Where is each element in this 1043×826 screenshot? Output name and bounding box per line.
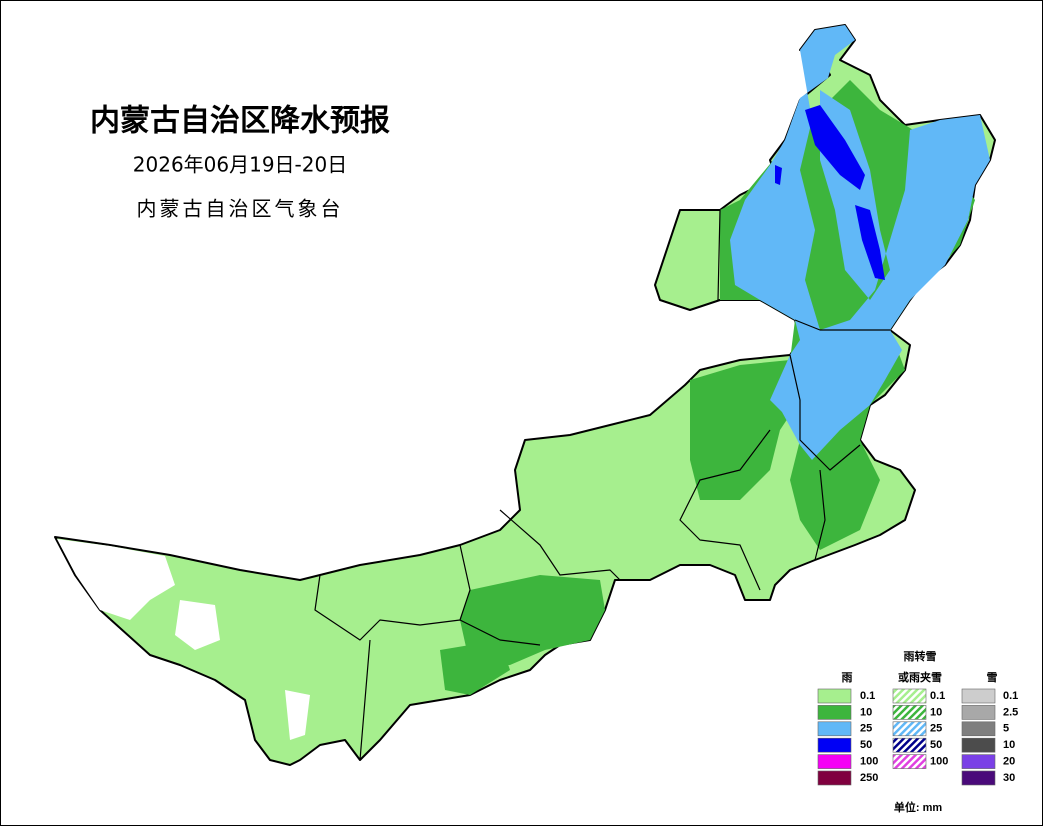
legend-title: 或雨夹雪	[898, 670, 942, 684]
legend-swatch	[817, 754, 852, 769]
legend-title: 雪	[987, 671, 998, 684]
legend-label: 10	[930, 706, 942, 718]
legend: 雨 雨转雪 或雨夹雪 雪 单位: mm 0.1 10 25 50 100 250 0.1 10…	[817, 649, 1018, 814]
legend-swatch	[817, 721, 852, 737]
legend-swatch	[961, 770, 996, 786]
legend-swatch	[892, 737, 927, 753]
legend-label: 50	[860, 739, 872, 751]
legend-label: 250	[860, 772, 878, 784]
legend-swatch	[892, 688, 927, 704]
legend-label: 30	[1003, 772, 1015, 784]
legend-title: 雨转雪	[904, 649, 937, 663]
legend-label: 2.5	[1003, 706, 1018, 718]
map-title: 内蒙古自治区降水预报	[90, 104, 390, 139]
legend-swatch	[817, 770, 852, 786]
issuer: 内蒙古自治区气象台	[137, 197, 344, 221]
region-none	[57, 539, 310, 740]
legend-label: 0.1	[860, 690, 875, 702]
legend-label: 25	[930, 723, 942, 735]
region-heavy	[730, 25, 990, 460]
legend-swatch	[961, 721, 996, 737]
legend-swatch	[961, 737, 996, 753]
legend-swatch	[817, 688, 852, 704]
legend-label: 100	[930, 756, 948, 768]
legend-swatch	[892, 754, 927, 769]
legend-swatch	[961, 754, 996, 769]
map	[54, 24, 996, 766]
legend-label: 20	[1003, 756, 1015, 768]
legend-label: 100	[860, 756, 878, 768]
legend-label: 25	[860, 723, 872, 735]
unit: 单位: mm	[894, 800, 942, 814]
legend-label: 10	[1003, 739, 1015, 751]
legend-swatch	[817, 737, 852, 753]
legend-label: 0.1	[930, 690, 945, 702]
legend-swatch	[892, 705, 927, 720]
legend-label: 5	[1003, 723, 1009, 735]
forecast-date: 2026年06月19日-20日	[133, 153, 347, 177]
legend-label: 50	[930, 739, 942, 751]
legend-swatch	[961, 705, 996, 720]
region-very-heavy	[775, 105, 885, 280]
legend-swatch	[961, 688, 996, 704]
legend-swatch	[892, 721, 927, 737]
legend-title: 雨	[842, 671, 853, 684]
legend-label: 10	[860, 706, 872, 718]
district-borders	[314, 209, 890, 761]
legend-swatch	[817, 705, 852, 720]
legend-label: 0.1	[1003, 690, 1018, 702]
